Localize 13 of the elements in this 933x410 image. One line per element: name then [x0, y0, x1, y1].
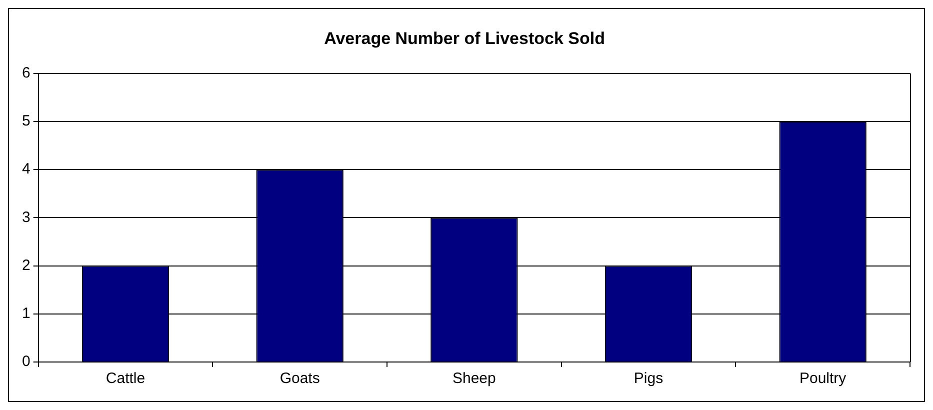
chart-title: Average Number of Livestock Sold — [324, 28, 605, 48]
x-tick-label: Goats — [280, 370, 320, 388]
y-tick-label: 3 — [22, 208, 30, 226]
y-tick-label: 5 — [22, 112, 30, 130]
x-tick-label: Sheep — [452, 370, 496, 388]
y-tick-label: 6 — [22, 64, 30, 82]
x-tick-label: Cattle — [106, 370, 146, 388]
y-tick-label: 4 — [22, 160, 30, 178]
y-tick-label: 2 — [22, 256, 30, 274]
x-tick-label: Poultry — [799, 370, 847, 388]
y-tick-label: 1 — [22, 305, 30, 322]
x-tick-label: Pigs — [634, 370, 664, 388]
y-tick-label: 0 — [22, 353, 30, 370]
